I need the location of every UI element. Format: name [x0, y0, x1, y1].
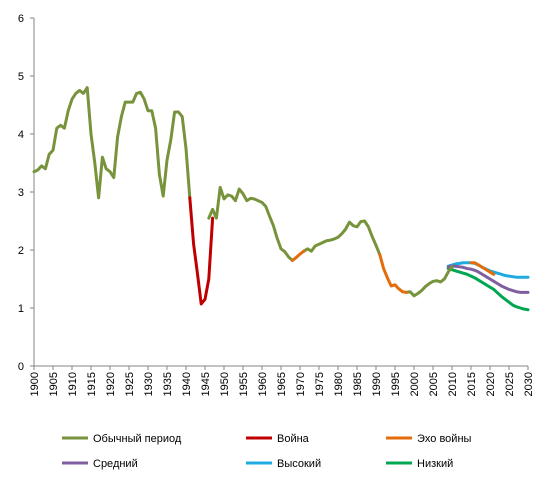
- x-tick-label: 1980: [333, 372, 345, 396]
- x-tick-label: 1935: [162, 372, 174, 396]
- series-line-3: [446, 264, 530, 294]
- x-tick-label: 1900: [29, 372, 41, 396]
- x-tick-label: 1945: [200, 372, 212, 396]
- x-tick-label: 1955: [238, 372, 250, 396]
- legend-item: Эхо войны: [386, 433, 472, 445]
- series-line-2: [378, 253, 408, 294]
- legend-item: Обычный период: [62, 433, 182, 445]
- series-line-2: [469, 261, 496, 276]
- x-tick-label: 1920: [105, 372, 117, 396]
- x-tick-label: 1950: [219, 372, 231, 396]
- x-tick-label: 2015: [466, 372, 478, 396]
- legend-label: Война: [277, 433, 310, 445]
- x-tick-label: 1925: [124, 372, 136, 396]
- series-lines: [32, 86, 530, 312]
- series-line-0: [302, 219, 382, 257]
- x-tick-label: 2005: [428, 372, 440, 396]
- legend-item: Война: [246, 433, 310, 445]
- y-tick-label: 1: [18, 303, 24, 315]
- series-3: [446, 264, 530, 294]
- x-tick-label: 1975: [314, 372, 326, 396]
- series-line-0: [207, 185, 294, 262]
- series-line-0: [404, 265, 454, 298]
- legend-label: Средний: [93, 458, 138, 470]
- x-tick-label: 1970: [295, 372, 307, 396]
- series-2: [290, 249, 496, 294]
- legend-label: Эхо войны: [417, 433, 472, 445]
- legend-item: Средний: [62, 458, 138, 470]
- x-tick-label: 1995: [390, 372, 402, 396]
- legend-label: Обычный период: [93, 433, 182, 445]
- y-axis: 0 1 2 3 4 5 6: [18, 13, 35, 373]
- series-line-1: [188, 196, 215, 306]
- x-tick-label: 1985: [352, 372, 364, 396]
- y-tick-label: 6: [18, 13, 24, 25]
- x-axis: 1900 1905 1910 1915 1920 1925 1930 1935 1940 1945…: [29, 365, 535, 396]
- x-tick-label: 1990: [371, 372, 383, 396]
- x-tick-label: 2000: [409, 372, 421, 396]
- x-tick-label: 1910: [67, 372, 79, 396]
- x-tick-label: 2025: [504, 372, 516, 396]
- y-tick-label: 2: [18, 245, 24, 257]
- series-1: [188, 196, 215, 306]
- y-tick-label: 3: [18, 187, 24, 199]
- series-line-2: [290, 249, 306, 262]
- x-tick-label: 2030: [523, 372, 535, 396]
- x-tick-label: 1930: [143, 372, 155, 396]
- legend-item: Низкий: [386, 458, 453, 470]
- legend-label: Высокий: [277, 458, 321, 470]
- x-tick-label: 2010: [447, 372, 459, 396]
- series-line-5: [446, 267, 530, 312]
- legend-item: Высокий: [246, 458, 321, 470]
- series-5: [446, 267, 530, 312]
- legend-label: Низкий: [417, 458, 453, 470]
- x-tick-label: 1915: [86, 372, 98, 396]
- x-tick-label: 1940: [181, 372, 193, 396]
- x-tick-label: 2020: [485, 372, 497, 396]
- x-tick-label: 1905: [48, 372, 60, 396]
- series-line-0: [32, 86, 192, 200]
- series-0: [32, 86, 454, 298]
- y-tick-label: 4: [18, 129, 24, 141]
- x-tick-label: 1960: [257, 372, 269, 396]
- legend: Обычный период Война Эхо войны Средний Высок…: [62, 433, 472, 470]
- x-tick-label: 1965: [276, 372, 288, 396]
- y-tick-label: 0: [18, 361, 24, 373]
- y-tick-label: 5: [18, 71, 24, 83]
